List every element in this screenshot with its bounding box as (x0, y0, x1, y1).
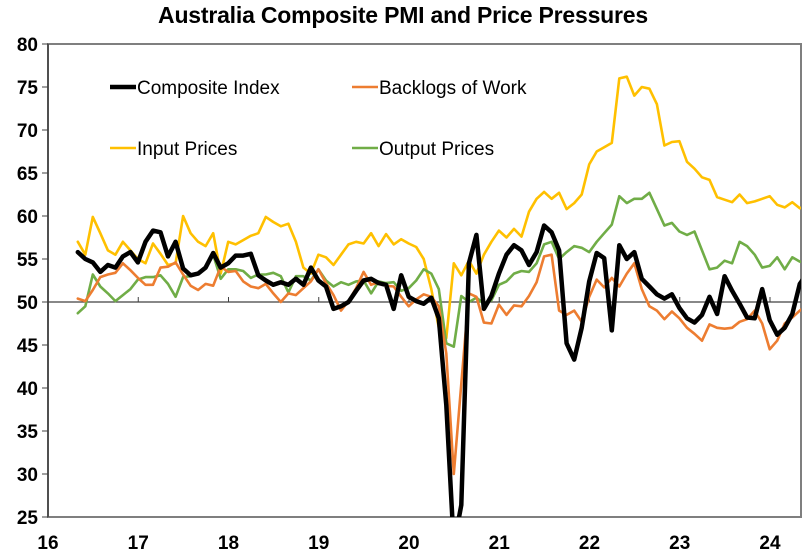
x-tick-label: 20 (398, 533, 419, 554)
y-tick-label: 40 (17, 379, 38, 400)
legend: Composite Index Backlogs of Work Input Pri… (110, 78, 527, 160)
x-tick-label: 18 (218, 533, 239, 554)
y-tick-label: 45 (17, 336, 39, 357)
y-tick-label: 55 (17, 250, 39, 271)
legend-item-input-prices: Input Prices (110, 139, 237, 160)
plot-frame (47, 43, 802, 518)
series-line-input-prices (76, 75, 801, 340)
y-tick-label: 70 (17, 121, 38, 142)
y-tick-label: 30 (17, 465, 38, 486)
y-tick-label: 75 (17, 78, 39, 99)
y-tick-label: 25 (17, 508, 39, 529)
y-tick-label: 35 (17, 422, 39, 443)
series-layer (75, 75, 801, 517)
y-tick-label: 65 (17, 164, 39, 185)
x-tick-label: 21 (489, 533, 511, 554)
x-tick-label: 23 (669, 533, 690, 554)
legend-label: Input Prices (137, 139, 237, 160)
legend-item-composite-index: Composite Index (110, 78, 280, 99)
x-tick-label: 17 (128, 533, 149, 554)
series-line-backlogs-of-work (76, 253, 801, 476)
chart-title: Australia Composite PMI and Price Pressu… (158, 2, 648, 28)
x-tick-label: 19 (308, 533, 329, 554)
legend-item-backlogs-of-work: Backlogs of Work (352, 78, 527, 99)
series-line-composite-index (75, 223, 801, 517)
x-tick-label: 24 (759, 533, 781, 554)
legend-label: Output Prices (379, 139, 494, 160)
y-tick-label: 50 (17, 293, 38, 314)
legend-label: Composite Index (137, 78, 280, 99)
y-tick-label: 80 (17, 35, 38, 56)
x-tick-label: 22 (579, 533, 600, 554)
x-tick-label: 16 (37, 533, 58, 554)
legend-item-output-prices: Output Prices (352, 139, 494, 160)
y-tick-label: 60 (17, 207, 38, 228)
axes: 25 30 35 40 45 50 55 60 65 70 75 80 16 17 18 19 20 21 22 23… (17, 35, 802, 554)
legend-label: Backlogs of Work (379, 78, 527, 99)
